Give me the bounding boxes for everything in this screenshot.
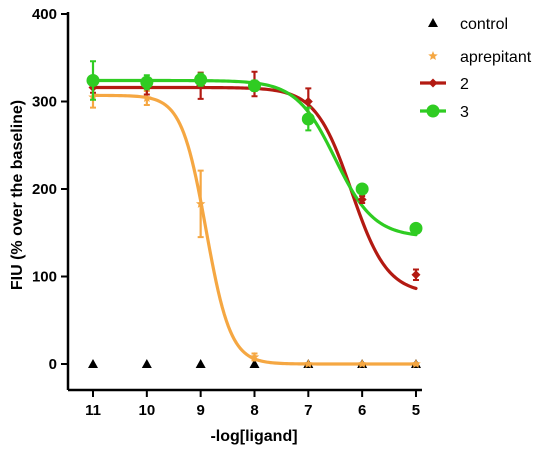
- data-point-2: [303, 97, 313, 106]
- legend-marker-aprepitant: [428, 51, 438, 61]
- data-point-aprepitant: [411, 359, 421, 369]
- y-axis-title: FIU (% over the baseline): [9, 100, 26, 290]
- data-point-3: [140, 75, 154, 89]
- x-tick-label: 11: [85, 402, 101, 419]
- data-point-3: [409, 221, 423, 235]
- data-point-aprepitant: [142, 93, 152, 103]
- data-point-control: [141, 359, 152, 368]
- legend-item-2: 2: [420, 76, 469, 93]
- x-tick-label: 6: [358, 402, 366, 419]
- legend-label: control: [460, 16, 508, 33]
- legend-label: 2: [460, 76, 469, 93]
- x-tick-label: 5: [412, 402, 420, 419]
- x-tick-label: 8: [250, 402, 258, 419]
- legend-item-aprepitant: aprepitant: [428, 49, 532, 66]
- data-point-3: [86, 74, 100, 87]
- data-point-aprepitant: [303, 359, 314, 369]
- y-tick-label: 300: [32, 94, 57, 111]
- y-tick-label: 0: [49, 356, 57, 373]
- fit-curve-aprepitant: [91, 93, 418, 366]
- y-tick-label: 200: [32, 181, 57, 198]
- x-axis-title: -log[ligand]: [210, 428, 297, 445]
- data-point-aprepitant: [249, 352, 260, 362]
- fit-curves: [91, 78, 418, 366]
- data-point-2: [357, 195, 367, 204]
- data-point-3: [194, 73, 208, 87]
- legend-item-3: 3: [420, 104, 469, 121]
- y-tick-label: 400: [32, 6, 57, 23]
- legend-marker-control: [428, 18, 438, 27]
- legend: control aprepitant 2 3: [420, 16, 532, 121]
- data-point-control: [195, 359, 206, 368]
- data-point-aprepitant: [195, 198, 206, 208]
- legend-marker-3: [426, 104, 440, 118]
- x-tick-label: 7: [304, 402, 312, 419]
- data-point-3: [301, 112, 315, 126]
- legend-label: 3: [460, 104, 469, 121]
- legend-label: aprepitant: [460, 49, 532, 66]
- data-point-control: [88, 359, 98, 368]
- data-points: [86, 60, 423, 369]
- data-point-control: [249, 359, 260, 368]
- data-point-2: [411, 270, 421, 280]
- legend-marker-2: [428, 78, 438, 88]
- y-tick-label: 100: [32, 269, 57, 286]
- data-point-aprepitant: [357, 359, 367, 369]
- x-tick-label: 9: [196, 402, 204, 419]
- data-point-3: [247, 79, 261, 93]
- fit-curve-3: [91, 78, 418, 237]
- legend-item-control: control: [428, 16, 508, 33]
- axes: 0 100 200 300 400 11 10 9 8 7 6 5: [32, 6, 422, 419]
- x-tick-label: 10: [138, 402, 155, 419]
- data-point-3: [355, 182, 369, 196]
